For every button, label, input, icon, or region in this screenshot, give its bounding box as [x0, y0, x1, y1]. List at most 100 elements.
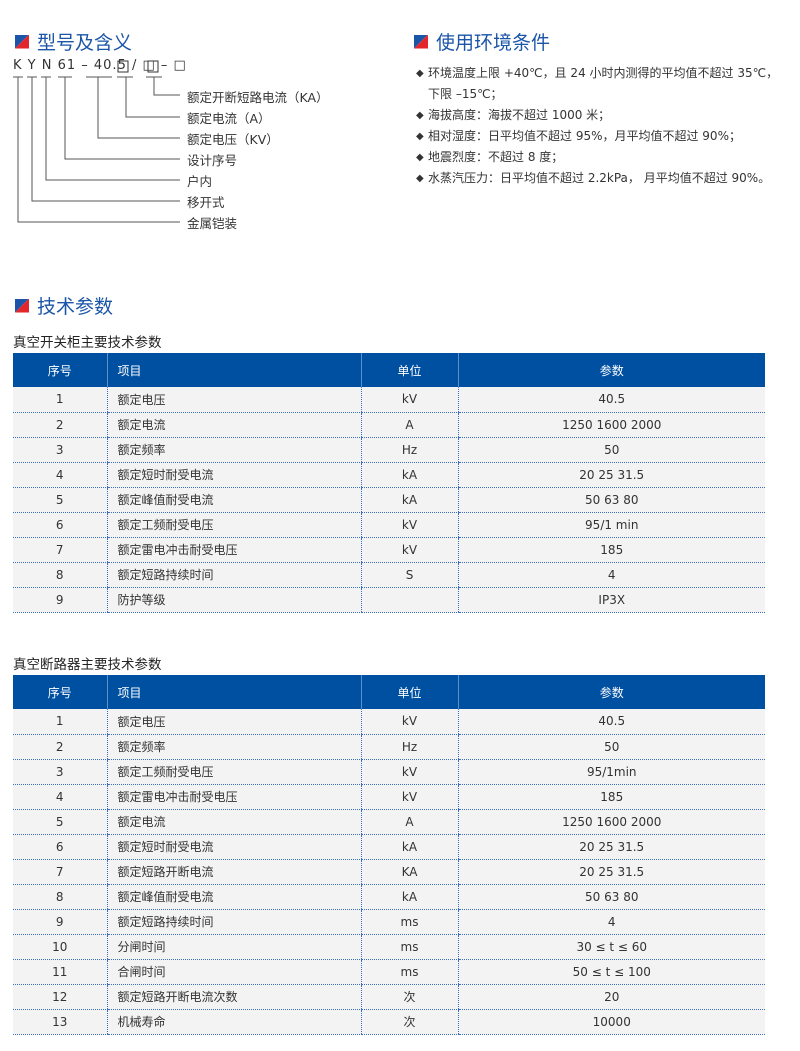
table-cell: kA [360, 884, 458, 910]
env-item-text: 地震烈度：不超过 8 度； [428, 150, 564, 164]
table-row: 2 额定频率 Hz 50 [13, 734, 765, 760]
table-row: 6 额定短时耐受电流 kA 20 25 31.5 [13, 834, 765, 860]
table-cell: Hz [360, 437, 458, 463]
table-cell: 50 ≤ t ≤ 100 [457, 959, 765, 985]
table-cell: 185 [457, 537, 765, 563]
table-cell: 额定短路开断电流 [106, 859, 361, 885]
table-cell: 额定短路持续时间 [106, 909, 361, 935]
table-cell: A [360, 412, 458, 438]
table-cell: kA [360, 462, 458, 488]
column-header: 参数 [457, 353, 765, 387]
table-cell: kA [360, 834, 458, 860]
table-cell: 9 [13, 909, 107, 935]
table-cell: 30 ≤ t ≤ 60 [457, 934, 765, 960]
table-row: 8 额定短路持续时间 S 4 [13, 562, 765, 588]
table-cell: 额定频率 [106, 734, 361, 760]
env-item: ◆ 环境温度上限 +40℃，且 24 小时内测得的平均值不超过 35℃， [416, 63, 778, 84]
column-header: 参数 [457, 675, 765, 709]
table-cell: 20 25 31.5 [457, 462, 765, 488]
table-cell: 额定短时耐受电流 [106, 834, 361, 860]
column-header: 项目 [106, 675, 361, 709]
table-cell: 额定短时耐受电流 [106, 462, 361, 488]
table-cell: 机械寿命 [106, 1009, 361, 1035]
env-item-continuation: 下限 –15℃； [428, 87, 503, 101]
table-cell: 6 [13, 834, 107, 860]
table-cell: 额定电压 [106, 387, 361, 413]
table-row: 9 防护等级 IP3X [13, 587, 765, 613]
table-cell: kV [360, 537, 458, 563]
table-row: 3 额定工频耐受电压 kV 95/1min [13, 759, 765, 785]
table-cell: kV [360, 387, 458, 413]
table-row: 1 额定电压 kV 40.5 [13, 387, 765, 413]
table-cell: 4 [457, 909, 765, 935]
model-label: 额定电流（A） [187, 111, 271, 126]
table-cell: 额定工频耐受电压 [106, 759, 361, 785]
table-cell: 3 [13, 759, 107, 785]
table-cell: 次 [360, 984, 458, 1010]
section-flag-icon [15, 34, 29, 49]
table-cell: 额定短路持续时间 [106, 562, 361, 588]
table-cell: 7 [13, 859, 107, 885]
table-cell: 40.5 [457, 387, 765, 413]
model-label: 金属铠装 [187, 216, 238, 231]
table-cell: 分闸时间 [106, 934, 361, 960]
table-cell: 10 [13, 934, 107, 960]
table-cell: kV [360, 709, 458, 735]
table-cell: ms [360, 909, 458, 935]
table-cell: 20 25 31.5 [457, 859, 765, 885]
model-label: 移开式 [187, 195, 225, 210]
table-cell: 4 [13, 462, 107, 488]
table-cell: 4 [457, 562, 765, 588]
table-cell: A [360, 809, 458, 835]
table-cell [360, 587, 458, 613]
breaker-spec-table: 序号 项目 单位 参数 1 额定电压 kV 40.5 2 额定频率 Hz 50 3 额定工频耐受电压 kV 9… [13, 675, 765, 1035]
table-cell: 次 [360, 1009, 458, 1035]
diamond-bullet-icon: ◆ [416, 131, 424, 142]
table-cell: ms [360, 959, 458, 985]
table-cell: 5 [13, 487, 107, 513]
env-item-text: 环境温度上限 +40℃，且 24 小时内测得的平均值不超过 35℃， [428, 66, 779, 80]
env-item: ◆ 地震烈度：不超过 8 度； [416, 147, 778, 168]
table-cell: 1250 1600 2000 [457, 809, 765, 835]
table-row: 2 额定电流 A 1250 1600 2000 [13, 412, 765, 438]
table-cell: 合闸时间 [106, 959, 361, 985]
table-row: 12 额定短路开断电流次数次 20 [13, 984, 765, 1010]
env-section-title: 使用环境条件 [414, 28, 550, 55]
table-cell: 1 [13, 709, 107, 735]
column-header: 项目 [106, 353, 361, 387]
model-label: 设计序号 [187, 153, 238, 168]
table-cell: 50 63 80 [457, 884, 765, 910]
table1-title: 真空开关柜主要技术参数 [13, 335, 162, 351]
switchgear-spec-table: 序号 项目 单位 参数 1 额定电压 kV 40.5 2 额定电流 A 1250 1600 2000 3… [13, 353, 765, 613]
table-cell: 10000 [457, 1009, 765, 1035]
table-cell: 防护等级 [106, 587, 361, 613]
table-cell: 13 [13, 1009, 107, 1035]
table-row: 8 额定峰值耐受电流 kA 50 63 80 [13, 884, 765, 910]
column-header: 序号 [13, 353, 107, 387]
column-header: 序号 [13, 675, 107, 709]
table-cell: 8 [13, 562, 107, 588]
table-cell: 额定峰值耐受电流 [106, 487, 361, 513]
env-item-text: 水蒸汽压力：日平均值不超过 2.2kPa， 月平均值不超过 90%。 [428, 171, 771, 185]
table-cell: 额定电压 [106, 709, 361, 735]
table-cell: 7 [13, 537, 107, 563]
table-cell: ms [360, 934, 458, 960]
table-cell: 额定峰值耐受电流 [106, 884, 361, 910]
table-cell: 额定频率 [106, 437, 361, 463]
table-cell: 50 [457, 734, 765, 760]
table-cell: 额定工频耐受电压 [106, 512, 361, 538]
table-cell: 额定短路开断电流次数 [106, 984, 361, 1010]
table-cell: 1 [13, 387, 107, 413]
diamond-bullet-icon: ◆ [416, 110, 424, 121]
table-cell: 2 [13, 734, 107, 760]
table-row: 4 额定雷电冲击耐受电压 kV 185 [13, 784, 765, 810]
env-item-text: 海拔高度：海拔不超过 1000 米； [428, 108, 611, 122]
table-cell: 4 [13, 784, 107, 810]
table-cell: 40.5 [457, 709, 765, 735]
table-cell: 50 63 80 [457, 487, 765, 513]
table-cell: 1250 1600 2000 [457, 412, 765, 438]
table-row: 3 额定频率 Hz 50 [13, 437, 765, 463]
table-cell: 5 [13, 809, 107, 835]
section-flag-icon [15, 298, 29, 313]
table-cell: 185 [457, 784, 765, 810]
